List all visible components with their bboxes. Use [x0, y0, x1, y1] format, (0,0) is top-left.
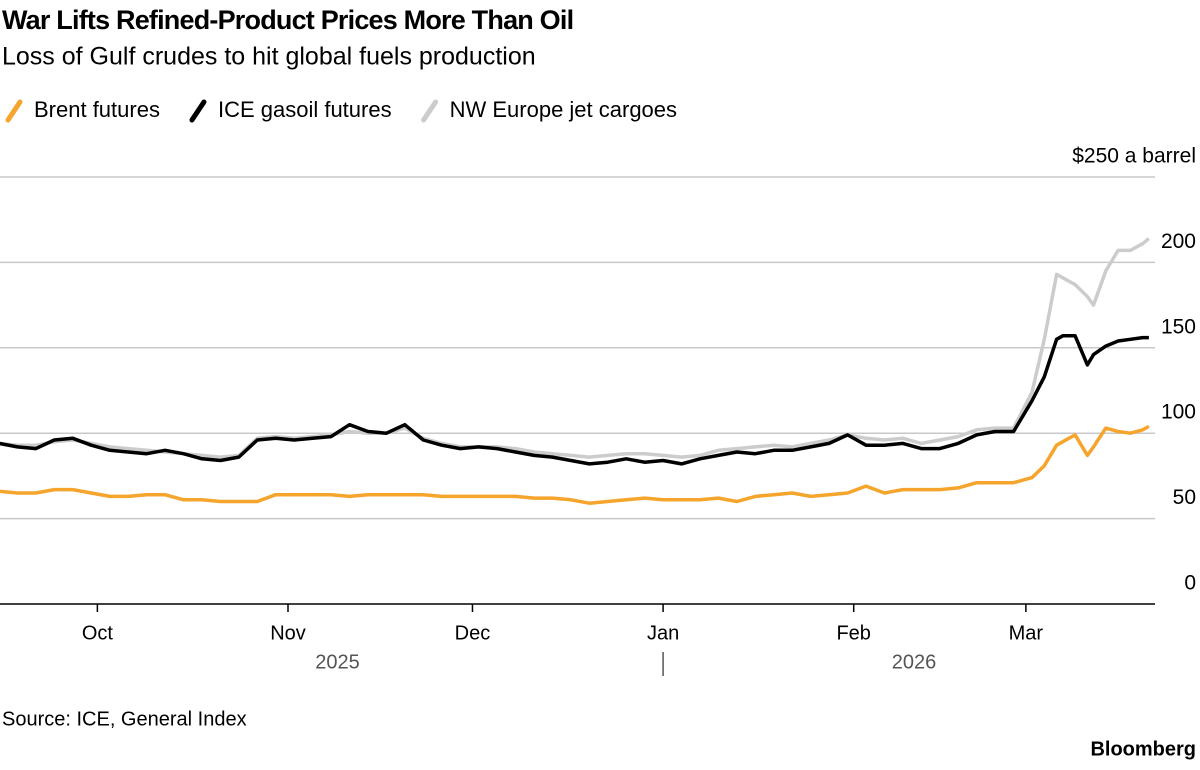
series-line	[0, 424, 1150, 505]
x-tick-label: Feb	[836, 622, 870, 644]
x-tick-label: Oct	[82, 622, 114, 644]
year-label: 2026	[892, 651, 937, 673]
legend-label: Brent futures	[34, 97, 160, 122]
y-tick-label: 150	[1161, 315, 1196, 338]
legend-swatch	[5, 99, 23, 123]
chart-title: War Lifts Refined-Product Prices More Th…	[2, 5, 573, 35]
source: Source: ICE, General Index	[2, 708, 247, 730]
y-tick-label: $250 a barrel	[1072, 145, 1196, 168]
x-tick-label: Mar	[1009, 622, 1044, 644]
chart-subtitle: Loss of Gulf crudes to hit global fuels …	[2, 43, 536, 71]
legend-swatch	[421, 99, 439, 123]
y-tick-label: 100	[1161, 401, 1196, 424]
year-label: 2025	[315, 651, 360, 673]
y-tick-label: 50	[1173, 486, 1196, 509]
series-line	[0, 237, 1151, 459]
y-tick-label: 0	[1184, 572, 1196, 595]
series-line	[0, 334, 1149, 466]
brand: Bloomberg	[1090, 738, 1196, 760]
x-tick-label: Dec	[455, 622, 491, 644]
legend-label: ICE gasoil futures	[218, 97, 392, 122]
x-tick-label: Nov	[270, 622, 306, 644]
x-tick-label: Jan	[647, 622, 679, 644]
y-tick-label: 200	[1161, 230, 1196, 253]
legend-label: NW Europe jet cargoes	[450, 97, 677, 122]
legend-swatch	[189, 99, 207, 123]
